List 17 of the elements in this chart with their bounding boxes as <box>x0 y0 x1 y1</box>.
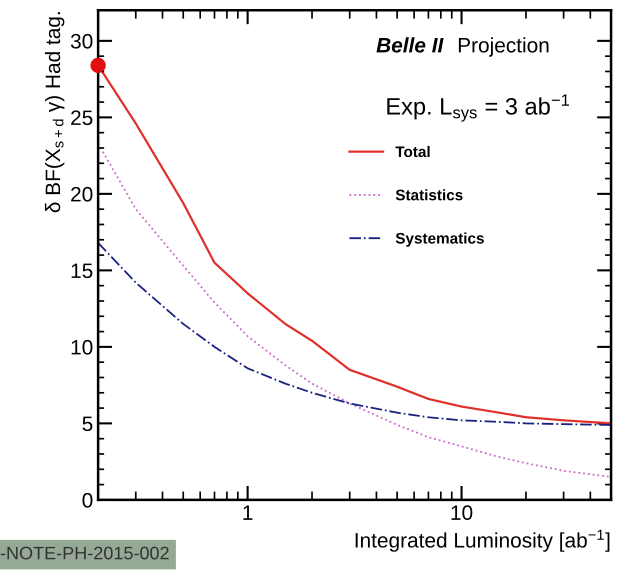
annotation: Projection <box>458 37 548 57</box>
legend-label: Total <box>395 146 430 158</box>
y-tick-label: 15 <box>72 264 92 278</box>
annotation: Belle II <box>376 37 444 53</box>
annotation: Exp. L$_{sys}$ = 3 ab$^{−1}$ <box>387 94 570 122</box>
y-tick-label: 5 <box>82 416 92 432</box>
y-tick-label: 30 <box>70 34 92 49</box>
y-tick-label: 0 <box>82 492 92 508</box>
y-tick-label: 10 <box>72 340 92 355</box>
legend-label: Systematics <box>396 232 484 247</box>
y-axis-title: δ BF(X$_{s+d}$ γ) Had tag. <box>44 12 64 212</box>
y-tick-label: 20 <box>71 186 92 202</box>
y-tick-label: 25 <box>71 110 92 126</box>
text: -NOTE-PH-2015-002 <box>0 546 169 560</box>
x-axis-title: Integrated Luminosity [ab$^{−1}$] <box>356 530 610 552</box>
legend-label: Statistics <box>396 189 463 200</box>
x-tick-label: 1 <box>243 506 252 520</box>
